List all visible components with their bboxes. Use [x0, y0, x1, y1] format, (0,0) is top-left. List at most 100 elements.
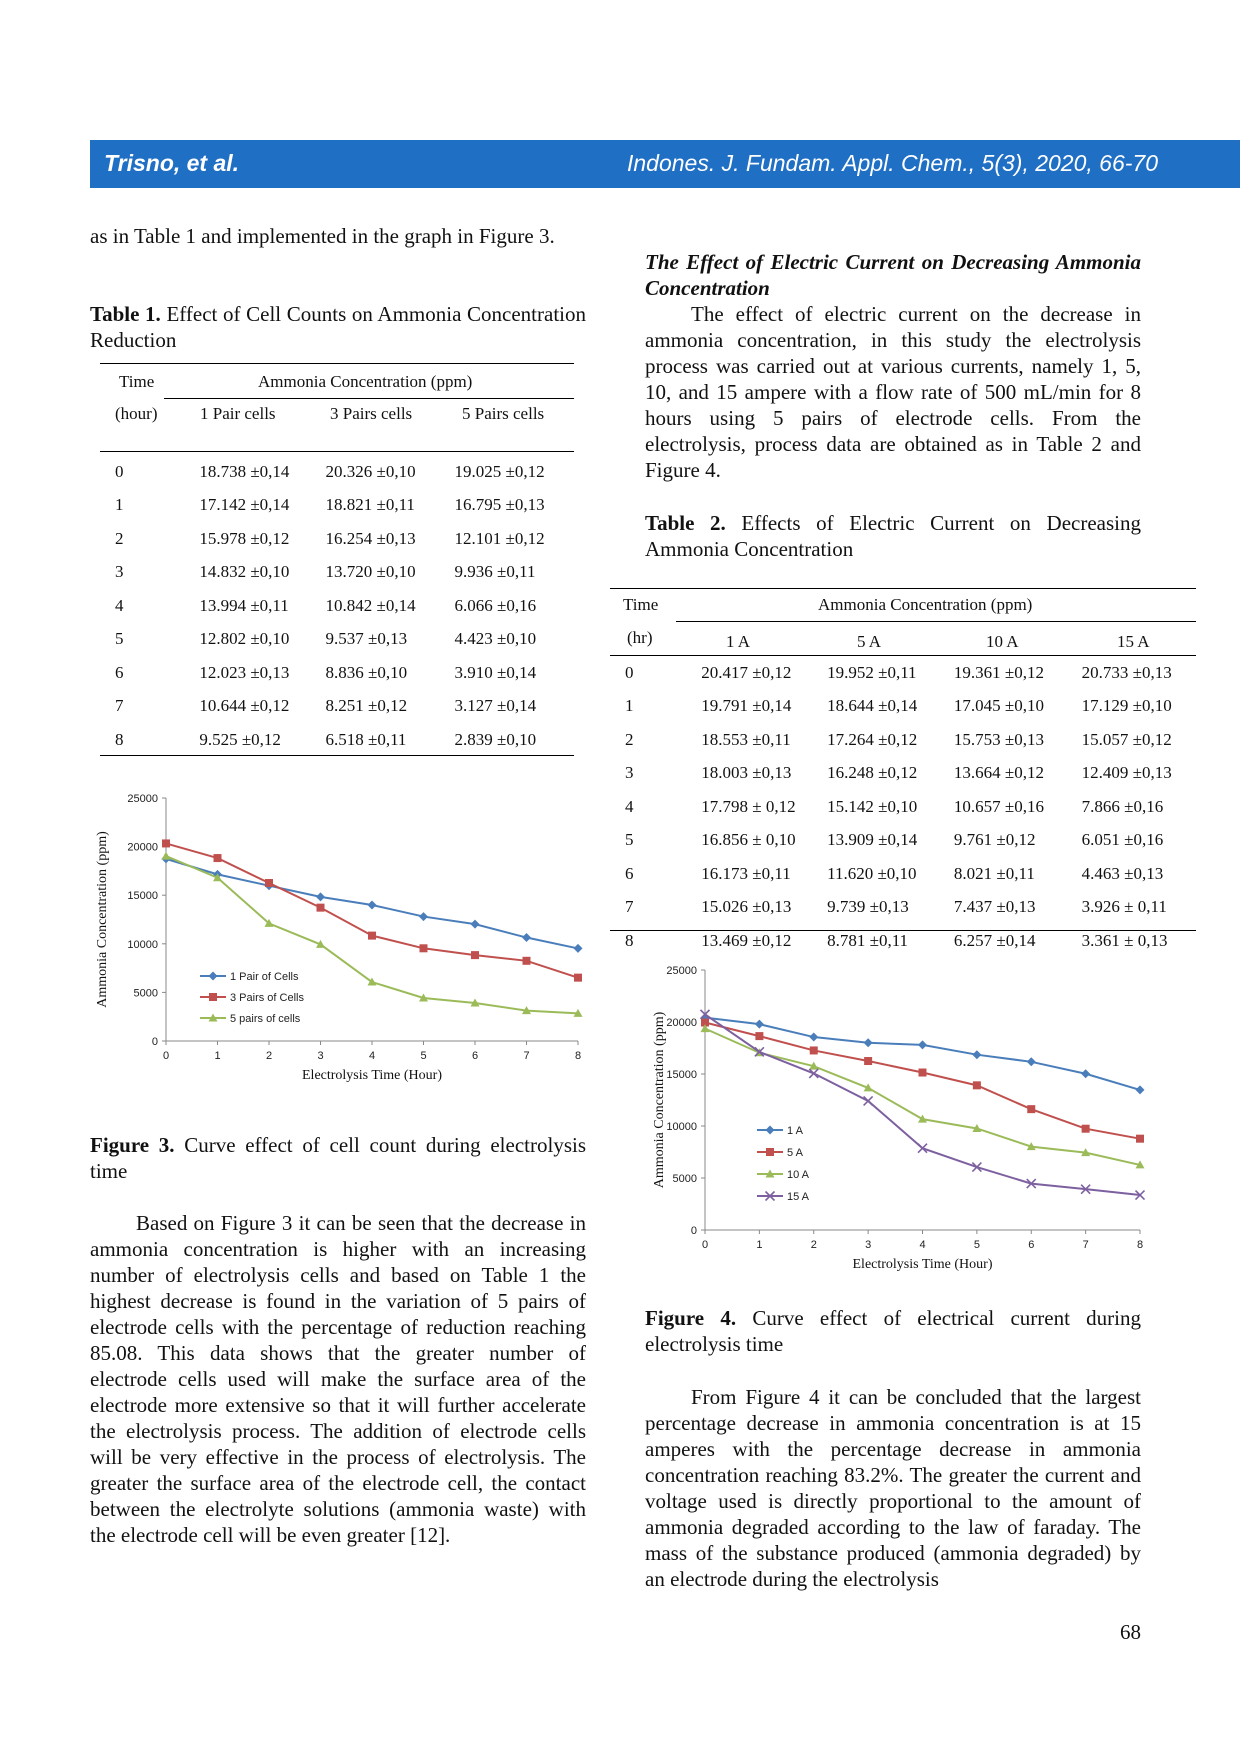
x-tick-label: 1: [756, 1239, 762, 1251]
table2-col-header: 1 A: [726, 632, 751, 651]
x-tick-label: 8: [1137, 1239, 1143, 1251]
table2-cell: 19.952 ±0,11: [827, 662, 917, 682]
y-tick-label: 10000: [127, 939, 158, 951]
series-line: [704, 1016, 1141, 1091]
table1-cell: 12.023 ±0,13: [199, 662, 290, 682]
table1-cell: 19.025 ±0,12: [454, 461, 545, 481]
table1-cell: 18.821 ±0,11: [325, 495, 415, 515]
table2-cell: 6.257 ±0,14: [953, 930, 1036, 950]
x-tick-label: 5: [420, 1050, 426, 1062]
legend-label: 5 A: [787, 1147, 804, 1159]
table2-cell: 3.926 ± 0,11: [1081, 897, 1167, 917]
table2-row: 5 16.856 ± 0,10 13.909 ±0,14 9.761 ±0,12 6.0…: [610, 824, 1196, 858]
table2-cell: 6: [625, 863, 634, 883]
table2-cell: 4.463 ±0,13: [1081, 863, 1164, 883]
data-point: [1026, 1178, 1037, 1189]
table2-cell: 8.021 ±0,11: [953, 863, 1035, 883]
table1-cell: 7: [115, 696, 124, 716]
table2-cell: 12.409 ±0,13: [1081, 763, 1172, 783]
legend-label: 1 Pair of Cells: [230, 971, 299, 983]
data-point: [316, 903, 325, 912]
data-point: [864, 1057, 873, 1066]
table2-row: 7 15.026 ±0,13 9.739 ±0,13 7.437 ±0,13 3.926…: [610, 891, 1196, 925]
table1-row: 6 12.023 ±0,13 8.836 ±0,10 3.910 ±0,14: [100, 656, 574, 690]
table1-cell: 1: [115, 495, 124, 515]
data-point: [368, 931, 376, 940]
data-point: [699, 1009, 711, 1020]
table1-row: 8 9.525 ±0,12 6.518 ±0,11 2.839 ±0,10: [100, 723, 574, 757]
table1-cell: 6: [115, 662, 124, 682]
x-tick-label: 2: [811, 1239, 817, 1251]
x-tick-label: 0: [702, 1239, 708, 1251]
series-line: [165, 842, 579, 979]
table1-cell: 12.802 ±0,10: [199, 629, 290, 649]
table2-row: 4 17.798 ± 0,12 15.142 ±0,10 10.657 ±0,16 7.…: [610, 790, 1196, 824]
data-point: [1026, 1142, 1036, 1151]
data-point: [419, 944, 428, 953]
legend-label: 3 Pairs of Cells: [230, 992, 304, 1004]
data-point: [1081, 1124, 1090, 1133]
table2-cell: 19.791 ±0,14: [701, 696, 792, 716]
table2-cell: 7.866 ±0,16: [1081, 796, 1164, 816]
table2-cell: 19.361 ±0,12: [953, 662, 1044, 682]
page-number: 68: [1120, 1620, 1141, 1644]
table2-cell: 16.856 ± 0,10: [701, 830, 796, 850]
table1-row: 3 14.832 ±0,10 13.720 ±0,10 9.936 ±0,11: [100, 556, 574, 590]
legend-marker: [208, 1013, 218, 1022]
table2-row: 8 13.469 ±0,12 8.781 ±0,11 6.257 ±0,14 3.361…: [610, 924, 1196, 958]
table2-cell: 18.553 ±0,11: [701, 729, 791, 749]
table1-cell: 18.738 ±0,14: [199, 461, 290, 481]
table1-cell: 17.142 ±0,14: [199, 495, 290, 515]
table2-cell: 18.644 ±0,14: [827, 696, 918, 716]
data-point: [917, 1143, 928, 1154]
series-4: [699, 1009, 1146, 1201]
data-point: [316, 939, 325, 948]
table1-cell: 6.518 ±0,11: [325, 729, 407, 749]
table2-row: 2 18.553 ±0,11 17.264 ±0,12 15.753 ±0,13 15.…: [610, 723, 1196, 757]
legend-marker: [209, 993, 217, 1001]
table1-cell: 0: [115, 461, 124, 481]
x-tick-label: 0: [163, 1050, 169, 1062]
table2-bottom-rule: [610, 930, 1196, 931]
x-tick-label: 4: [919, 1239, 925, 1251]
data-point: [316, 892, 325, 902]
table2-cell: 8.781 ±0,11: [827, 930, 909, 950]
data-point: [809, 1046, 818, 1055]
figure4-caption-label: Figure 4.: [645, 1306, 737, 1330]
table2-cell: 15.753 ±0,13: [953, 729, 1044, 749]
table1-cell: 6.066 ±0,16: [454, 595, 537, 615]
legend-marker: [765, 1169, 775, 1178]
table2-row: 1 19.791 ±0,14 18.644 ±0,14 17.045 ±0,10 17.…: [610, 690, 1196, 724]
table2-cell: 8: [625, 930, 634, 950]
figure4-chart: 0 5000 10000 15000 20000 25000 0 1 2 3 4 5 6 7 8 Electr…: [652, 965, 1146, 1272]
legend-marker: [208, 971, 218, 981]
table2-cell: 15.142 ±0,10: [827, 796, 918, 816]
table2-caption-label: Table 2.: [645, 511, 726, 535]
y-tick-label: 15000: [127, 890, 158, 902]
table2-cell: 13.664 ±0,12: [953, 763, 1044, 783]
x-tick-label: 3: [865, 1239, 871, 1251]
table2-cell: 15.057 ±0,12: [1081, 729, 1172, 749]
data-point: [971, 1162, 982, 1173]
table2-cell: 20.733 ±0,13: [1081, 662, 1172, 682]
table1-cell: 10.644 ±0,12: [199, 696, 290, 716]
data-point: [213, 854, 222, 863]
x-tick-label: 7: [1083, 1239, 1089, 1251]
data-point: [161, 851, 171, 860]
x-tick-label: 3: [317, 1050, 323, 1062]
right-paragraph-1: The effect of electric current on the de…: [645, 302, 1141, 482]
table1-cell: 8.836 ±0,10: [325, 662, 408, 682]
table1-cell: 5: [115, 629, 124, 649]
x-tick-label: 8: [575, 1050, 581, 1062]
legend-item: 1 A: [757, 1125, 804, 1137]
series-1: [700, 1013, 1145, 1095]
data-point: [471, 951, 479, 960]
data-point: [918, 1068, 927, 1077]
table2-cell: 17.798 ± 0,12: [701, 796, 796, 816]
table1-cell: 14.832 ±0,10: [199, 562, 290, 582]
data-point: [1136, 1134, 1144, 1143]
y-tick-label: 0: [691, 1225, 697, 1237]
table1-cell: 20.326 ±0,10: [325, 461, 416, 481]
y-tick-label: 20000: [127, 842, 158, 854]
table2-time-header: Time: [623, 595, 659, 614]
